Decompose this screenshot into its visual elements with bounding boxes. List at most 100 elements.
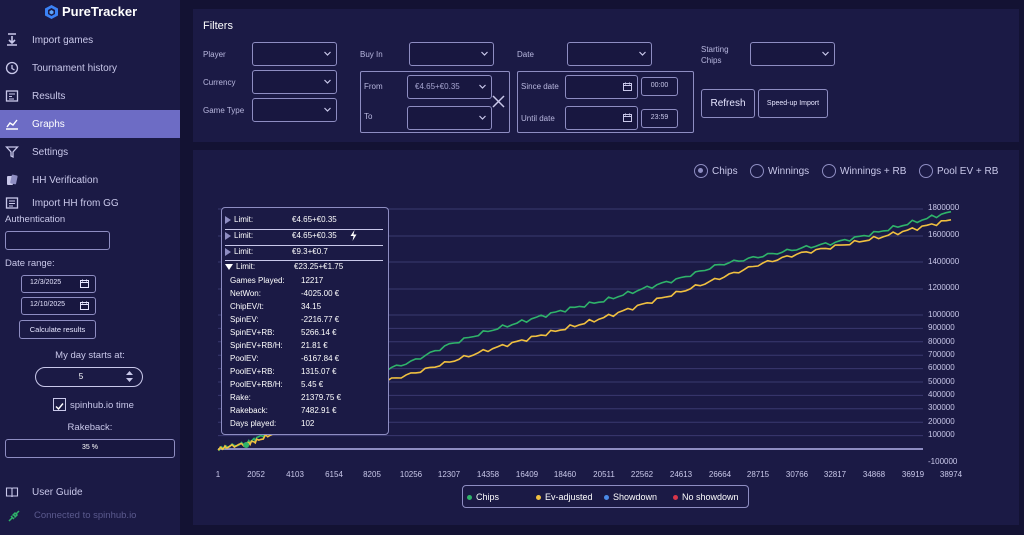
mode-label: Winnings xyxy=(768,165,810,177)
currency-select[interactable] xyxy=(252,70,337,94)
to-select[interactable] xyxy=(407,106,492,130)
mode-label: Pool EV + RB xyxy=(937,165,999,177)
stat-key: NetWon: xyxy=(230,289,261,298)
stat-key: PoolEV: xyxy=(230,354,259,363)
x-tick-label: 34868 xyxy=(862,470,886,479)
date-select[interactable] xyxy=(567,42,652,66)
authentication-input[interactable] xyxy=(5,231,110,250)
legend-dot xyxy=(673,494,678,500)
app-logo[interactable]: PureTracker xyxy=(45,4,137,19)
calendar-icon[interactable] xyxy=(623,113,632,122)
caret-down-icon xyxy=(225,264,233,270)
currency-label: Currency xyxy=(203,78,236,87)
refresh-button[interactable]: Refresh xyxy=(701,89,755,118)
sidebar-item-label: User Guide xyxy=(32,486,83,498)
y-tick-label: 1200000 xyxy=(928,283,960,292)
calendar-icon[interactable] xyxy=(80,301,89,310)
sidebar-item-label: HH Verification xyxy=(32,174,99,186)
stat-value: -4025.00 € xyxy=(301,289,340,298)
y-tick-label: 900000 xyxy=(928,323,955,332)
data-point[interactable] xyxy=(243,441,250,448)
stat-value: 5266.14 € xyxy=(301,328,337,337)
sidebar-item-settings[interactable]: Settings xyxy=(0,138,180,166)
stats-tooltip: Limit: €4.65+€0.35 Limit: €4.65+€0.35 Li… xyxy=(221,207,389,435)
buy-in-select[interactable] xyxy=(409,42,494,66)
filters-panel: Filters Player Currency Game Type Buy In… xyxy=(193,9,1019,142)
x-tick-label: 26664 xyxy=(708,470,732,479)
spinhub-time-checkbox[interactable] xyxy=(53,398,66,411)
date-label: Date xyxy=(517,50,534,59)
limit-value: €4.65+€0.35 xyxy=(292,231,337,240)
limit-value: €4.65+€0.35 xyxy=(292,215,337,224)
limit-row-expanded[interactable]: Limit: €23.25+€1.75 xyxy=(225,261,385,276)
since-time-value: 00:00 xyxy=(650,82,669,89)
chevron-down-icon xyxy=(481,51,488,56)
x-tick-label: 18460 xyxy=(553,470,577,479)
limit-value: €9.3+€0.7 xyxy=(292,247,328,256)
mode-chips-radio[interactable]: Chips xyxy=(694,164,738,178)
limit-row[interactable]: Limit: €4.65+€0.35 xyxy=(225,230,385,245)
chevron-down-icon xyxy=(324,107,331,112)
calendar-icon[interactable] xyxy=(623,82,632,91)
sidebar-item-import-hh[interactable]: Import HH from GG xyxy=(0,189,180,217)
x-tick-label: 6154 xyxy=(325,470,343,479)
starting-chips-select[interactable] xyxy=(750,42,835,66)
y-tick-label: -100000 xyxy=(928,457,958,466)
mode-pool-ev-rb-radio[interactable]: Pool EV + RB xyxy=(919,164,998,178)
calendar-icon[interactable] xyxy=(80,279,89,288)
graph-panel: Chips Winnings Winnings + RB Pool EV + R… xyxy=(193,150,1019,525)
sidebar-item-import-games[interactable]: Import games xyxy=(0,26,180,54)
x-tick-label: 32817 xyxy=(823,470,847,479)
stepper-arrows-icon[interactable] xyxy=(126,370,133,383)
sidebar-item-hh-verification[interactable]: HH Verification xyxy=(0,166,180,194)
connection-status: Connected to spinhub.io xyxy=(0,507,180,525)
sidebar-item-user-guide[interactable]: User Guide xyxy=(0,478,180,506)
sidebar-item-results[interactable]: Results xyxy=(0,82,180,110)
chevron-down-icon xyxy=(479,84,486,89)
buy-in-range-group xyxy=(360,71,510,133)
sidebar-item-tournament-history[interactable]: Tournament history xyxy=(0,54,180,82)
until-time-input[interactable]: 23:59 xyxy=(641,109,678,128)
player-select[interactable] xyxy=(252,42,337,66)
legend-dot xyxy=(604,494,609,500)
legend-item-ev-adjusted[interactable]: Ev-adjusted xyxy=(536,492,593,502)
radio-icon xyxy=(822,164,836,178)
starting-chips-label: Starting Chips xyxy=(701,45,729,65)
day-starts-spinner[interactable]: 5 xyxy=(35,367,143,387)
date-range-label: Date range: xyxy=(5,258,55,269)
date-to-field[interactable]: 12/10/2025 xyxy=(21,297,96,315)
checkmark-icon xyxy=(55,403,64,411)
sidebar-item-label: Settings xyxy=(32,146,69,158)
until-date-input[interactable] xyxy=(565,106,638,130)
limit-row[interactable]: Limit: €9.3+€0.7 xyxy=(225,246,385,261)
sidebar-item-graphs[interactable]: Graphs xyxy=(0,110,180,138)
stat-key: PoolEV+RB: xyxy=(230,367,275,376)
y-tick-label: 500000 xyxy=(928,377,955,386)
stat-value: 102 xyxy=(301,419,315,428)
mode-label: Winnings + RB xyxy=(840,165,907,177)
mode-winnings-rb-radio[interactable]: Winnings + RB xyxy=(822,164,906,178)
legend-label: Showdown xyxy=(613,492,658,502)
clear-icon[interactable] xyxy=(492,95,505,108)
y-tick-label: 800000 xyxy=(928,337,955,346)
stat-key: SpinEV+RB: xyxy=(230,328,275,337)
rakeback-input[interactable]: 35 % xyxy=(5,439,175,458)
legend-item-no-showdown[interactable]: No showdown xyxy=(673,492,739,502)
chevron-down-icon xyxy=(822,51,829,56)
calculate-results-button[interactable]: Calculate results xyxy=(19,320,96,339)
since-time-input[interactable]: 00:00 xyxy=(641,77,678,96)
since-date-input[interactable] xyxy=(565,75,638,99)
stat-key: Games Played: xyxy=(230,276,285,285)
stat-key: PoolEV+RB/H: xyxy=(230,380,283,389)
legend-item-showdown[interactable]: Showdown xyxy=(604,492,657,502)
limit-row[interactable]: Limit: €4.65+€0.35 xyxy=(225,214,385,229)
limit-label: Limit: xyxy=(234,247,254,256)
from-select[interactable]: €4.65+€0.35 xyxy=(407,75,492,99)
x-tick-label: 2052 xyxy=(247,470,265,479)
mode-winnings-radio[interactable]: Winnings xyxy=(750,164,809,178)
legend-item-chips[interactable]: Chips xyxy=(467,492,499,502)
game-type-select[interactable] xyxy=(252,98,337,122)
date-from-field[interactable]: 12/3/2025 xyxy=(21,275,96,293)
caret-right-icon xyxy=(225,248,231,256)
speed-up-import-button[interactable]: Speed-up Import xyxy=(758,89,828,118)
